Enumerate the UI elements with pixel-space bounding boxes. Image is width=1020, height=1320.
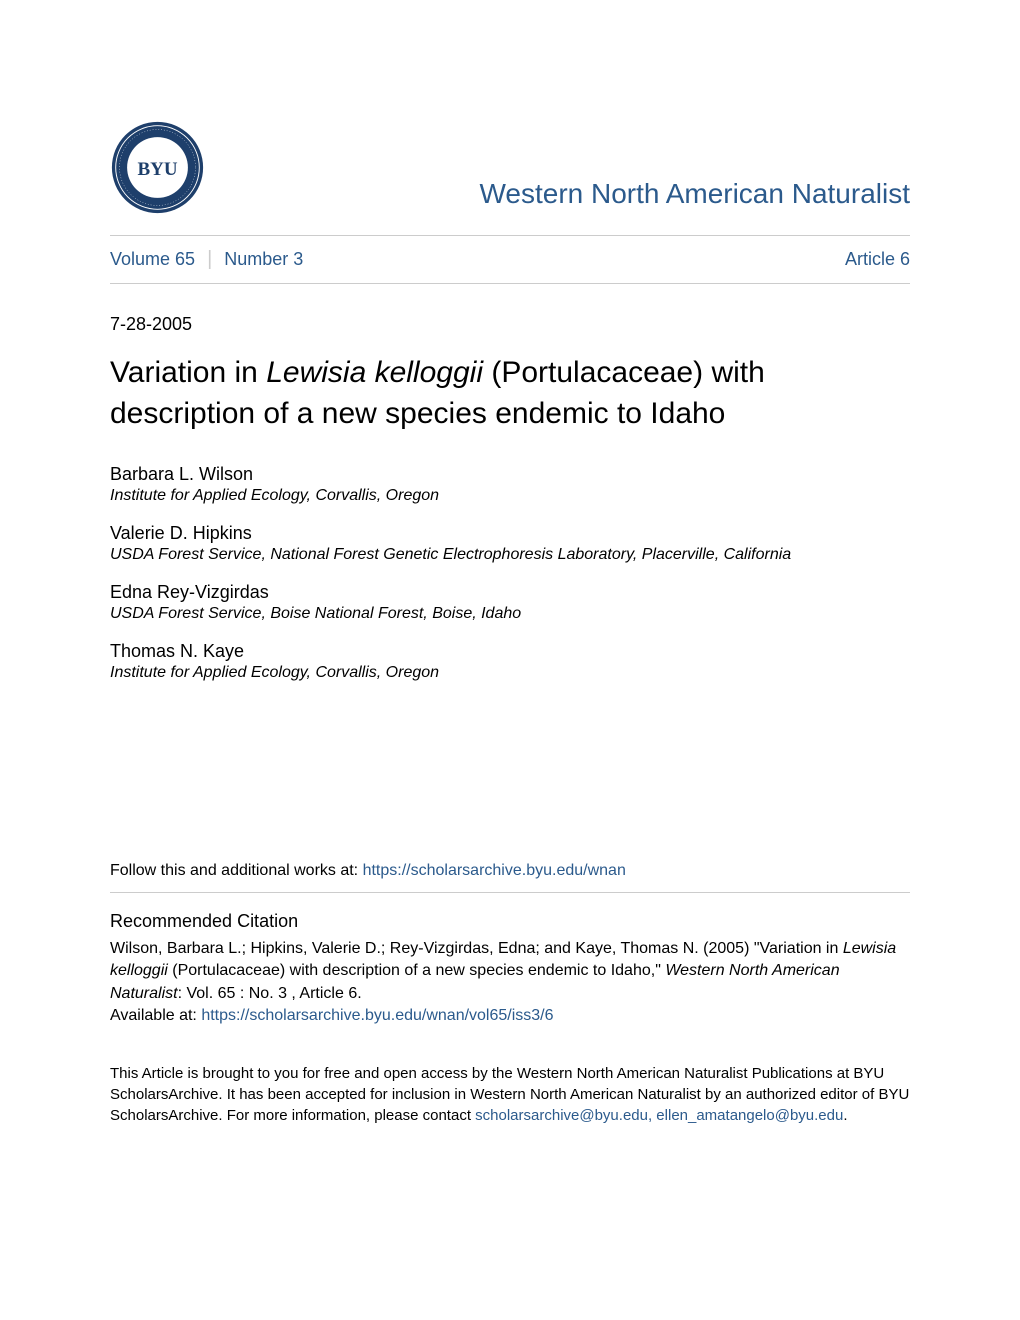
- footer-text: This Article is brought to you for free …: [110, 1063, 910, 1126]
- follow-prefix: Follow this and additional works at:: [110, 862, 363, 879]
- author-affiliation: USDA Forest Service, Boise National Fore…: [110, 605, 910, 623]
- journal-title[interactable]: Western North American Naturalist: [205, 178, 910, 215]
- citation-heading: Recommended Citation: [110, 911, 910, 932]
- follow-link[interactable]: https://scholarsarchive.byu.edu/wnan: [363, 862, 626, 879]
- article-link[interactable]: Article 6: [845, 249, 910, 270]
- footer-post: .: [843, 1107, 847, 1124]
- citation-line1: Wilson, Barbara L.; Hipkins, Valerie D.;…: [110, 940, 843, 957]
- volume-link[interactable]: Volume 65: [110, 249, 195, 270]
- title-italic: Lewisia kelloggii: [266, 356, 483, 389]
- author-affiliation: Institute for Applied Ecology, Corvallis…: [110, 664, 910, 682]
- number-link[interactable]: Number 3: [224, 249, 303, 270]
- author-block: Edna Rey-Vizgirdas USDA Forest Service, B…: [110, 582, 910, 623]
- follow-text: Follow this and additional works at: htt…: [110, 862, 910, 880]
- author-block: Valerie D. Hipkins USDA Forest Service, N…: [110, 523, 910, 564]
- citation-line3: : Vol. 65 : No. 3 , Article 6.: [178, 985, 362, 1002]
- author-name: Thomas N. Kaye: [110, 641, 910, 662]
- citation-line2: (Portulacaceae) with description of a ne…: [168, 962, 666, 979]
- header-section: BYU Western North American Naturalist: [110, 120, 910, 215]
- nav-separator: |: [207, 248, 212, 271]
- author-name: Valerie D. Hipkins: [110, 523, 910, 544]
- available-prefix: Available at:: [110, 1007, 201, 1024]
- authors-list: Barbara L. Wilson Institute for Applied E…: [110, 464, 910, 682]
- svg-text:BYU: BYU: [137, 159, 177, 180]
- nav-left: Volume 65 | Number 3: [110, 248, 303, 271]
- publication-date: 7-28-2005: [110, 314, 910, 335]
- breadcrumb-nav: Volume 65 | Number 3 Article 6: [110, 248, 910, 271]
- article-title: Variation in Lewisia kelloggii (Portulac…: [110, 353, 910, 434]
- author-name: Barbara L. Wilson: [110, 464, 910, 485]
- author-affiliation: Institute for Applied Ecology, Corvallis…: [110, 487, 910, 505]
- title-pre: Variation in: [110, 356, 266, 389]
- author-name: Edna Rey-Vizgirdas: [110, 582, 910, 603]
- divider-top: [110, 235, 910, 236]
- divider-bottom: [110, 283, 910, 284]
- divider-citation: [110, 892, 910, 893]
- author-affiliation: USDA Forest Service, National Forest Gen…: [110, 546, 910, 564]
- available-link[interactable]: https://scholarsarchive.byu.edu/wnan/vol…: [201, 1007, 553, 1024]
- author-block: Barbara L. Wilson Institute for Applied E…: [110, 464, 910, 505]
- citation-text: Wilson, Barbara L.; Hipkins, Valerie D.;…: [110, 938, 910, 1028]
- author-block: Thomas N. Kaye Institute for Applied Ecol…: [110, 641, 910, 682]
- byu-logo: BYU: [110, 120, 205, 215]
- footer-contact[interactable]: scholarsarchive@byu.edu, ellen_amatangel…: [475, 1107, 843, 1124]
